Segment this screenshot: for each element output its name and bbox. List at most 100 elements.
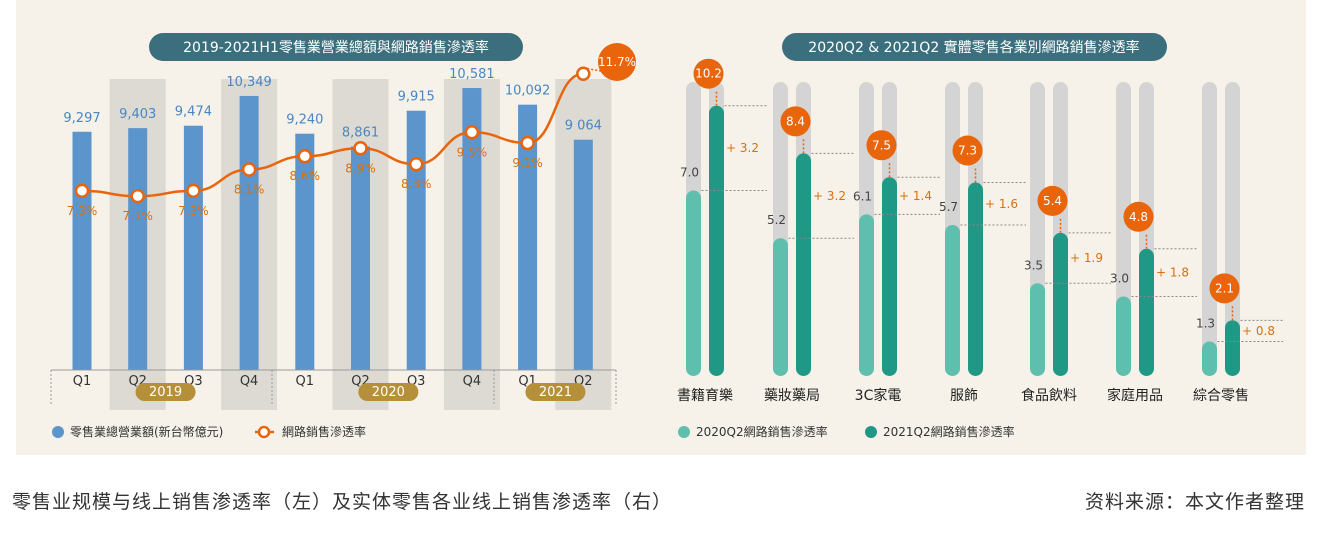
right-callout-circle <box>866 130 897 161</box>
left-bar <box>239 95 259 370</box>
chart-canvas: 2019-2021H1零售業營業總額與網路銷售滲透率 9,297 9,403 9,47… <box>50 33 1283 439</box>
left-bar <box>183 125 203 370</box>
right-bar-2020-label: 1.3 <box>1196 317 1215 331</box>
right-callout-circle <box>1123 201 1154 232</box>
left-x-tick-label: Q1 <box>73 374 92 389</box>
right-bar-2021 <box>882 177 897 376</box>
left-year-pill <box>358 383 419 401</box>
left-legend-bar-label: 零售業總營業額(新台幣億元) <box>70 424 223 439</box>
left-line-point <box>130 188 145 204</box>
left-chart-title: 2019-2021H1零售業營業總額與網路銷售滲透率 <box>183 39 489 56</box>
right-bar-2021-label: 5.4 <box>1043 194 1062 208</box>
right-bar-2020-label: 3.5 <box>1024 258 1043 272</box>
right-bar-2021-label: 7.5 <box>872 138 891 152</box>
left-line-value-label: 11.7% <box>598 55 636 69</box>
left-bar <box>406 110 426 370</box>
figure-panel: 2019-2021H1零售業營業總額與網路銷售滲透率 9,297 9,403 9,47… <box>16 0 1306 455</box>
left-bar <box>462 88 482 370</box>
right-callout-circle <box>1209 273 1240 304</box>
left-bar-value-label: 10,581 <box>449 67 495 82</box>
right-bar-2020 <box>686 190 701 376</box>
right-legend-2020-swatch <box>678 426 690 438</box>
right-bar-2020-label: 6.1 <box>853 189 872 203</box>
right-legend-2020-label: 2020Q2網路銷售滲透率 <box>696 424 828 439</box>
left-line-point <box>186 183 201 199</box>
right-increase-label: + 0.8 <box>1242 324 1275 338</box>
right-bar-2021 <box>1225 320 1240 376</box>
left-year-pill <box>135 383 196 401</box>
left-chart-title-pill <box>149 33 523 61</box>
left-x-tick-label: Q4 <box>240 374 259 389</box>
right-bar-2020-label: 5.2 <box>767 213 786 227</box>
right-increase-label: + 1.8 <box>1156 266 1189 280</box>
left-year-label: 2019 <box>149 385 182 400</box>
right-legend-2021-swatch <box>865 426 877 438</box>
left-year-label: 2020 <box>372 385 405 400</box>
right-bar-2021 <box>968 182 983 376</box>
left-line-point <box>297 148 313 164</box>
right-category-label: 藥妝藥局 <box>764 388 820 404</box>
right-bar-2021-label: 4.8 <box>1129 210 1148 224</box>
left-line-point <box>520 135 535 151</box>
left-line-point <box>408 156 424 172</box>
left-line-value-label: 7.3% <box>67 204 98 218</box>
left-bar-value-label: 10,092 <box>505 84 551 99</box>
right-legend-2021-label: 2021Q2網路銷售滲透率 <box>883 424 1015 439</box>
right-increase-label: + 1.6 <box>985 197 1018 211</box>
left-line-value-label: 8.3% <box>401 177 432 191</box>
left-line-point <box>74 183 90 199</box>
left-bar <box>573 139 593 370</box>
right-category-label: 服飾 <box>950 388 978 404</box>
right-bar-2020-label: 3.0 <box>1110 272 1129 286</box>
right-bar-2020-label: 5.7 <box>939 200 958 214</box>
right-bar-2020 <box>1202 341 1217 376</box>
right-bar-2021-label: 7.3 <box>958 144 977 158</box>
right-bar-2020 <box>773 238 788 376</box>
right-chart-title-pill <box>782 33 1167 61</box>
left-line-value-label: 8.9% <box>345 161 376 175</box>
left-bar-value-label: 9,240 <box>286 113 323 128</box>
left-bar-value-label: 10,349 <box>226 75 272 90</box>
left-line-value-label: 8.1% <box>234 183 265 197</box>
left-bar <box>295 133 315 370</box>
right-increase-label: + 1.9 <box>1070 251 1103 265</box>
right-bar-2021-label: 10.2 <box>695 67 722 81</box>
left-bar-value-label: 8,861 <box>342 126 379 141</box>
right-category-label: 書籍育樂 <box>677 387 733 404</box>
left-bar-value-label: 9 064 <box>565 119 602 134</box>
right-track <box>1202 82 1217 376</box>
left-line-value-label: 8.6% <box>290 169 321 183</box>
left-legend-line-label: 網路銷售滲透率 <box>282 424 366 439</box>
right-increase-label: + 3.2 <box>726 141 759 155</box>
right-increase-label: + 1.4 <box>899 189 932 203</box>
left-callout-circle <box>598 43 636 81</box>
right-callout-circle <box>952 135 983 166</box>
left-x-tick-label: Q1 <box>296 374 315 389</box>
left-legend-line-marker <box>257 425 271 439</box>
left-line-point <box>353 141 368 156</box>
source-note: 资料来源：本文作者整理 <box>1084 491 1305 513</box>
left-bar-value-label: 9,915 <box>398 90 435 105</box>
left-line-value-label: 7.3% <box>178 204 209 218</box>
left-legend-bar-swatch <box>52 426 64 438</box>
left-line-series <box>81 72 584 198</box>
right-bar-2020-label: 7.0 <box>680 166 699 180</box>
right-bar-2020 <box>859 214 874 376</box>
right-callout-circle <box>693 58 724 89</box>
left-bar <box>518 104 538 370</box>
right-callout-circle <box>1037 185 1068 216</box>
right-increase-label: + 3.2 <box>813 189 846 203</box>
right-bar-2020 <box>1030 283 1045 376</box>
left-line-value-label: 7.1% <box>122 209 153 223</box>
right-category-label: 食品飲料 <box>1021 387 1077 404</box>
right-category-label: 3C家電 <box>855 387 902 404</box>
right-bar-2020 <box>1116 296 1131 376</box>
right-bar-2021 <box>1053 232 1068 376</box>
left-bar <box>128 128 148 370</box>
left-bar-value-label: 9,474 <box>175 105 212 120</box>
left-bar-value-label: 9,297 <box>63 111 100 126</box>
left-bar <box>72 131 92 370</box>
left-line-point <box>464 125 480 140</box>
right-bar-2021-label: 8.4 <box>786 114 805 128</box>
left-line-value-label: 9.1% <box>512 156 543 170</box>
